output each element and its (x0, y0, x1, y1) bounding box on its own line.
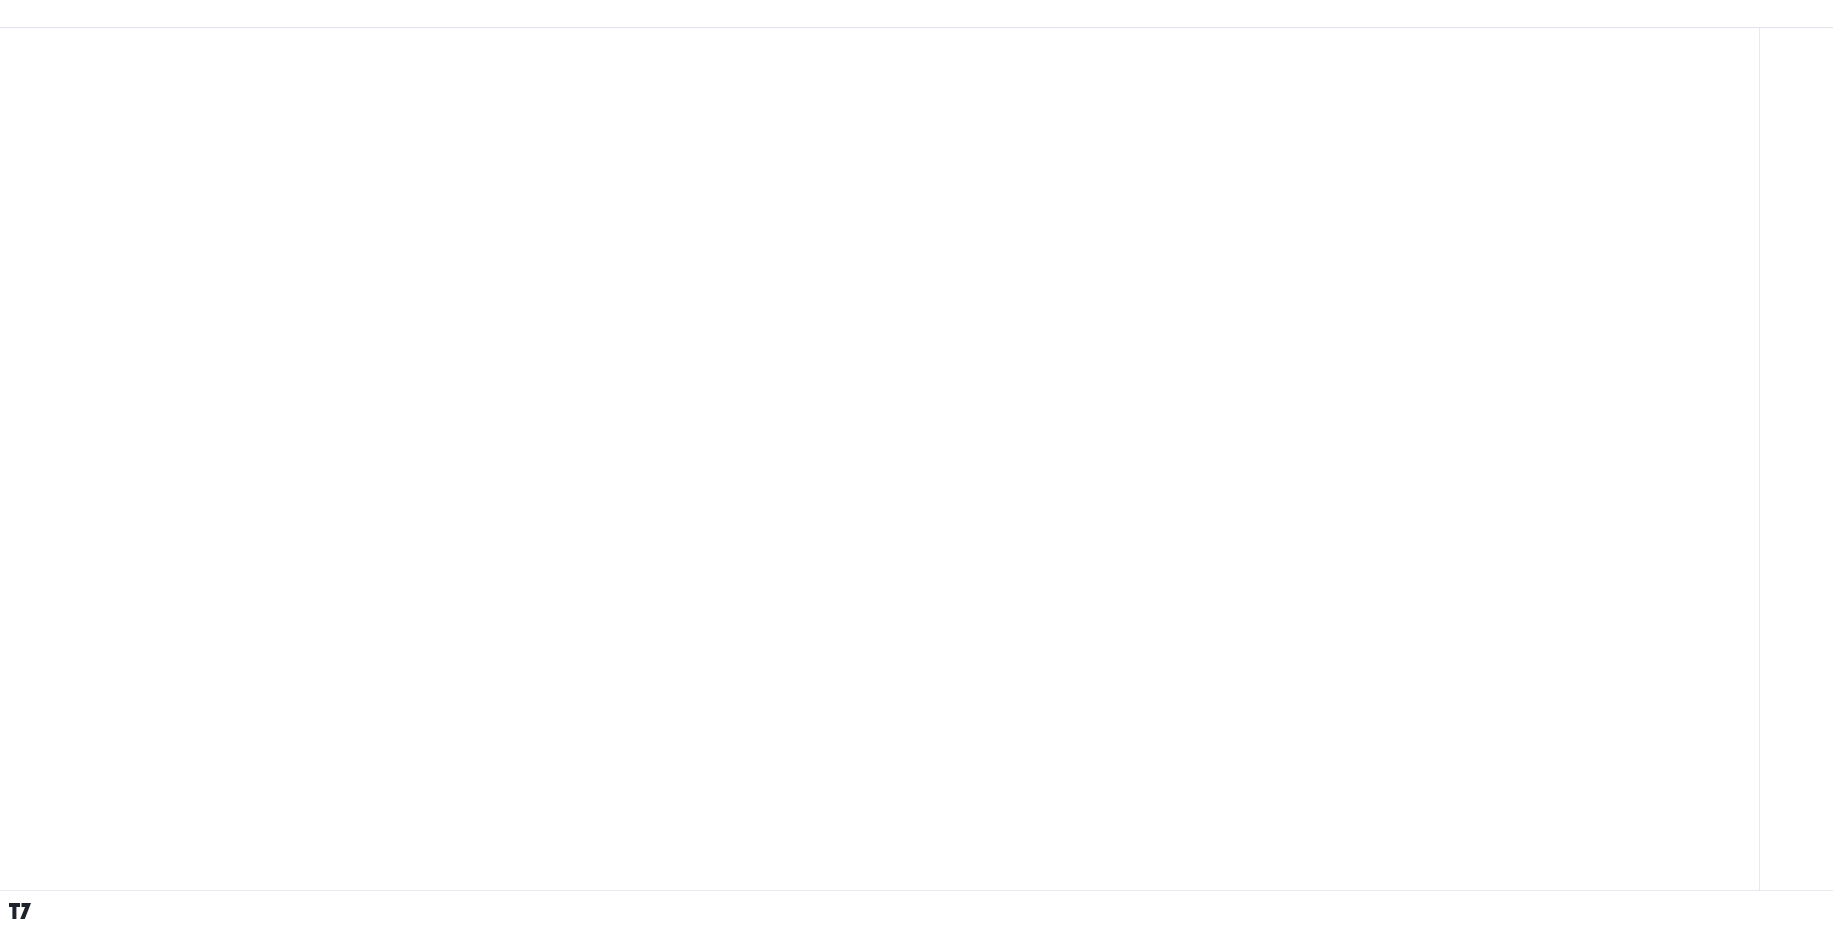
price-axis-border (1759, 28, 1760, 891)
chart-area[interactable] (0, 27, 1833, 891)
symbol-price-flag (1699, 19, 1757, 37)
tradingview-logo-icon[interactable] (9, 903, 32, 920)
chart-canvas[interactable] (0, 28, 1833, 891)
footer (0, 890, 1833, 930)
header (0, 0, 1833, 27)
